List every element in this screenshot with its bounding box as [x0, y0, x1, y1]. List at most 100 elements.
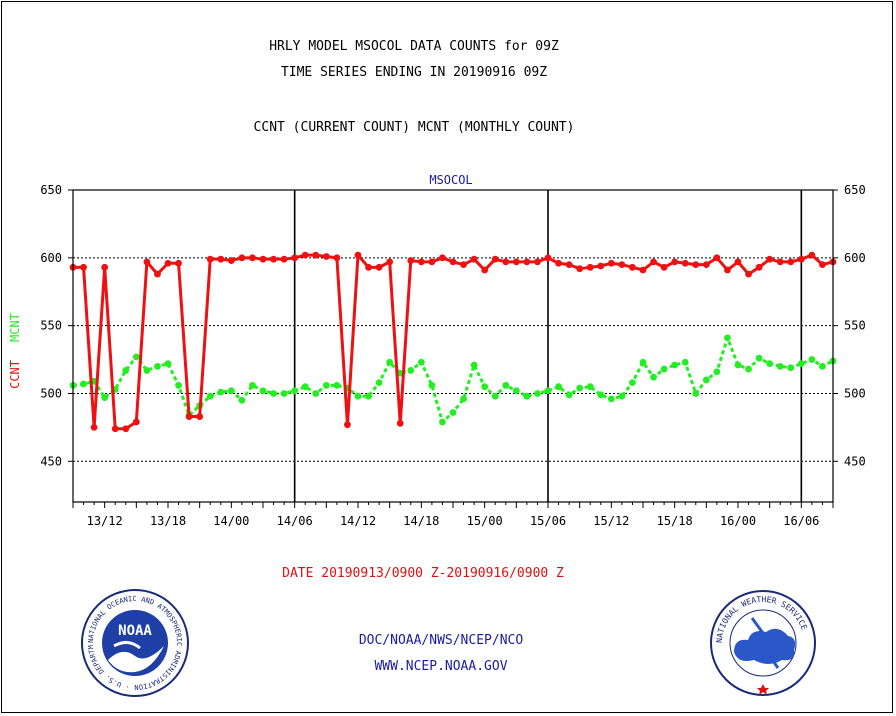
data-point-mcnt	[555, 383, 562, 391]
x-tick-label: 16/00	[720, 514, 756, 528]
data-point-ccnt	[470, 255, 478, 263]
data-point-mcnt	[259, 387, 267, 395]
data-point-ccnt	[460, 261, 467, 269]
plot-frame	[72, 189, 834, 503]
data-point-ccnt	[502, 258, 510, 266]
nws-logo: NATIONAL WEATHER SERVICE	[710, 590, 816, 696]
y-tick-label-right: 500	[844, 386, 866, 400]
data-point-ccnt	[724, 266, 731, 274]
data-point-ccnt	[417, 258, 425, 266]
data-point-ccnt	[555, 259, 562, 267]
data-point-mcnt	[227, 387, 235, 395]
data-point-ccnt	[797, 255, 805, 263]
data-point-mcnt	[206, 392, 214, 400]
data-point-mcnt	[512, 387, 520, 395]
y-tick-label-right: 450	[844, 454, 866, 468]
data-point-mcnt	[597, 391, 605, 399]
data-point-mcnt	[766, 360, 774, 368]
data-point-mcnt	[607, 395, 615, 403]
data-point-mcnt	[417, 358, 425, 366]
org-label: DOC/NOAA/NWS/NCEP/NCO	[358, 633, 524, 648]
data-point-ccnt	[512, 258, 520, 266]
data-point-ccnt	[449, 258, 457, 266]
data-point-ccnt	[671, 258, 679, 266]
data-point-mcnt	[808, 356, 816, 363]
data-point-ccnt	[681, 259, 689, 267]
y-tick-label-left: 650	[40, 183, 62, 197]
data-point-ccnt	[354, 251, 362, 259]
data-point-ccnt	[375, 263, 383, 271]
data-point-mcnt	[618, 392, 626, 400]
x-tick-label: 13/12	[87, 514, 123, 528]
data-point-ccnt	[386, 258, 394, 266]
data-point-mcnt	[734, 361, 742, 369]
noaa-logo-text: NOAA	[118, 623, 152, 639]
data-point-mcnt	[175, 381, 182, 389]
data-point-ccnt	[312, 251, 320, 259]
x-tick-label: 14/00	[213, 514, 249, 528]
data-point-ccnt	[491, 255, 499, 263]
data-point-mcnt	[354, 392, 362, 400]
data-point-ccnt	[523, 258, 531, 266]
data-point-ccnt	[322, 253, 330, 260]
data-point-ccnt	[407, 257, 415, 264]
data-point-ccnt	[154, 270, 161, 278]
data-point-ccnt	[565, 261, 573, 269]
y-axis-label-ccnt: CCNT	[8, 360, 22, 389]
data-point-mcnt	[650, 373, 657, 381]
tick-layer: 450 450 500 500 550 550 600 600 650 650 13/12 13/18…	[40, 183, 865, 528]
data-point-ccnt	[333, 254, 341, 262]
data-point-ccnt	[629, 263, 636, 271]
data-point-ccnt	[766, 255, 774, 263]
chart-title-line2: TIME SERIES ENDING IN 20190916 09Z	[280, 65, 548, 80]
data-point-mcnt	[491, 392, 499, 400]
data-point-mcnt	[565, 391, 573, 399]
data-point-ccnt	[639, 266, 647, 274]
data-point-mcnt	[724, 334, 731, 342]
x-tick-label: 14/06	[277, 514, 313, 528]
data-point-mcnt	[312, 390, 320, 397]
chart-subtitle: CCNT (CURRENT COUNT) MCNT (MONTHLY COUNT…	[253, 120, 575, 135]
data-point-ccnt	[238, 254, 246, 262]
data-point-ccnt	[249, 254, 256, 262]
chart-series-title: MSOCOL	[429, 173, 472, 187]
data-point-mcnt	[439, 418, 446, 426]
data-point-mcnt	[544, 387, 552, 395]
data-point-mcnt	[365, 392, 372, 400]
data-point-mcnt	[132, 353, 140, 361]
data-point-mcnt	[238, 396, 246, 404]
data-point-ccnt	[90, 423, 98, 431]
data-point-mcnt	[629, 379, 636, 387]
data-point-mcnt	[502, 381, 510, 389]
data-point-ccnt	[544, 254, 552, 262]
ncep-url-link[interactable]: WWW.NCEP.NOAA.GOV	[374, 659, 508, 674]
data-point-ccnt	[132, 418, 140, 426]
data-point-ccnt	[280, 255, 288, 263]
data-point-mcnt	[755, 354, 763, 362]
data-point-ccnt	[734, 258, 742, 266]
data-point-ccnt	[122, 425, 130, 433]
data-point-ccnt	[396, 419, 404, 427]
data-point-ccnt	[196, 413, 204, 420]
data-point-mcnt	[428, 381, 436, 389]
data-point-ccnt	[692, 261, 700, 269]
data-point-mcnt	[713, 368, 721, 376]
data-point-mcnt	[249, 381, 256, 389]
data-point-ccnt	[660, 263, 668, 271]
series-line-ccnt	[73, 253, 834, 431]
data-point-mcnt	[586, 383, 594, 391]
data-point-mcnt	[681, 358, 689, 366]
data-point-ccnt	[755, 263, 763, 271]
data-point-mcnt	[576, 384, 584, 392]
date-range-label: DATE 20190913/0900 Z-20190916/0900 Z	[282, 566, 564, 581]
data-point-ccnt	[365, 263, 372, 271]
data-point-mcnt	[702, 376, 710, 384]
data-point-mcnt	[301, 383, 309, 391]
data-point-ccnt	[175, 259, 182, 267]
y-tick-label-right: 600	[844, 251, 866, 265]
data-point-ccnt	[270, 255, 277, 263]
data-point-mcnt	[745, 365, 752, 373]
data-point-mcnt	[143, 367, 151, 374]
x-tick-label: 14/18	[403, 514, 439, 528]
